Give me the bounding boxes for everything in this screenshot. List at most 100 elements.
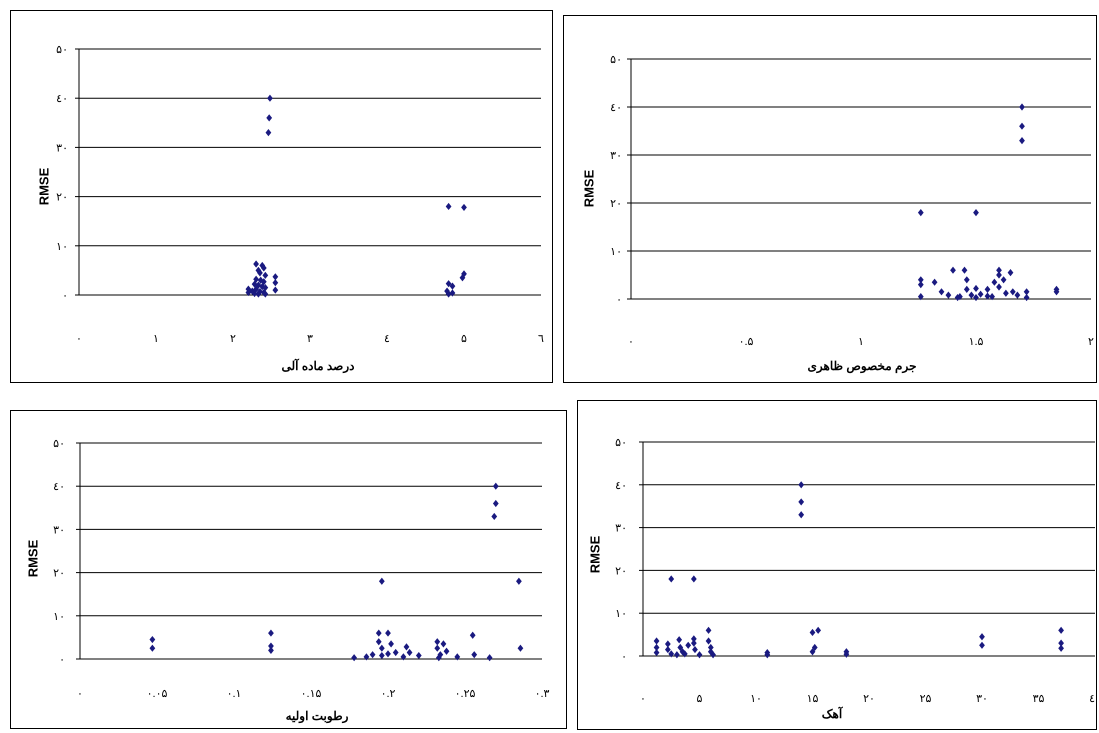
data-point [996,283,1002,291]
data-point [251,280,258,288]
data-point [149,635,156,644]
y-axis-label: RMSE [36,167,52,206]
x-tick-label: ۱.۵ [969,336,984,348]
data-point [257,276,264,284]
data-point [415,651,422,660]
data-point [272,273,279,281]
data-point [375,638,382,646]
data-point [445,202,452,211]
x-tick-label: ۰ [76,333,82,345]
data-point [260,264,267,272]
x-tick-label: ۵ [697,693,703,705]
data-point [973,293,979,302]
data-point [984,292,991,300]
data-point [1023,293,1030,302]
data-point [991,278,998,286]
y-tick-label: ۰ [59,654,65,666]
data-point [249,287,256,295]
data-point [945,291,952,299]
data-point [917,209,924,217]
x-tick-label: ۰.۱۵ [301,688,322,700]
y-tick-label: ۵۰ [615,437,627,449]
x-tick-label: ۲۵ [920,693,932,705]
data-point [963,285,970,293]
data-point [471,651,478,659]
y-tick-label: ۱۰ [56,241,68,253]
data-point [710,651,716,659]
data-point [262,290,269,298]
data-point [668,575,675,583]
x-tick-label: ۲ [1088,336,1094,348]
y-tick-label: ۲۰ [56,192,68,204]
data-point [375,629,382,637]
data-point [664,640,671,648]
data-point [251,289,258,298]
data-point [1009,288,1016,296]
data-point [1019,137,1025,145]
data-point [461,203,467,212]
data-point [149,644,156,652]
data-point [272,286,279,294]
data-point [449,289,456,297]
data-point [764,651,771,659]
x-tick-label: ۰.۲ [381,688,396,700]
chart-svg: ۰ ۱۰ ۲۰ ۳۰ ٤۰ ۵۰ ۰ ۱ ۲ ۳ ٤ ۵ ٦ [56,44,544,345]
x-tick-label: ۱۵ [807,693,819,705]
y-tick-label: ۳۰ [615,523,627,535]
data-point [653,643,660,652]
data-point [977,290,984,298]
y-tick-label: ۵۰ [610,54,622,66]
data-point [257,287,263,296]
data-point [443,647,450,655]
data-point [950,266,956,274]
data-point [979,641,985,649]
data-point [486,654,493,662]
x-tick-label: ۰ [628,336,634,348]
data-point [259,283,266,291]
data-point [351,654,357,662]
x-tick-label: ۳۵ [1033,693,1045,705]
data-point [1014,291,1021,299]
x-tick-label: ۳۰ [976,693,988,705]
data-point [989,293,995,301]
data-point [938,288,945,296]
data-point [385,650,391,658]
data-point [798,511,805,519]
data-point [961,266,968,274]
y-tick-label: ۰ [621,651,627,663]
data-point [434,638,441,646]
data-point [245,288,252,297]
data-point [984,285,991,293]
data-point [681,650,688,658]
data-point [815,626,822,634]
y-tick-label: ۵۰ [56,44,68,56]
data-point [963,276,970,284]
x-tick-label: ۰.۳ [535,688,550,700]
data-point [459,274,466,282]
data-point [1058,644,1064,652]
x-tick-label: ۰.۲۵ [455,688,476,700]
x-tick-label: ۳ [307,333,313,345]
data-point [1019,122,1025,130]
data-point [931,278,938,286]
data-point [954,293,961,302]
data-point [676,636,683,644]
chart-panel-bulk-density: ۰ ۱۰ ۲۰ ۳۰ ٤۰ ۵۰ ۰ ۰.۵ ۱ ۱.۵ ۲ RMSE جرم مخصوص ظاهر… [563,15,1097,383]
y-tick-label: ٤۰ [56,93,68,105]
data-point [491,512,498,521]
chart-panel-organic-matter: ۰ ۱۰ ۲۰ ۳۰ ٤۰ ۵۰ ۰ ۱ ۲ ۳ ٤ ۵ ٦ RMSE درصد ماده آلی [10,10,553,383]
data-point [692,645,698,654]
data-point [492,482,499,490]
data-point [690,575,697,583]
x-tick-label: ٤۰ [1089,693,1096,705]
data-point [1058,626,1064,634]
y-tick-label: ۲۰ [53,568,65,580]
data-point [653,648,660,657]
chart-svg: ۰ ۱۰ ۲۰ ۳۰ ٤۰ ۵۰ ۰ ۰.۵ ۱ ۱.۵ ۲ [610,54,1094,348]
x-axis-label: رطوبت اولیه [285,709,349,723]
data-point [696,651,703,659]
y-tick-label: ٤۰ [53,481,65,493]
data-point [257,269,263,277]
data-point [1019,103,1025,111]
data-point [917,276,924,284]
